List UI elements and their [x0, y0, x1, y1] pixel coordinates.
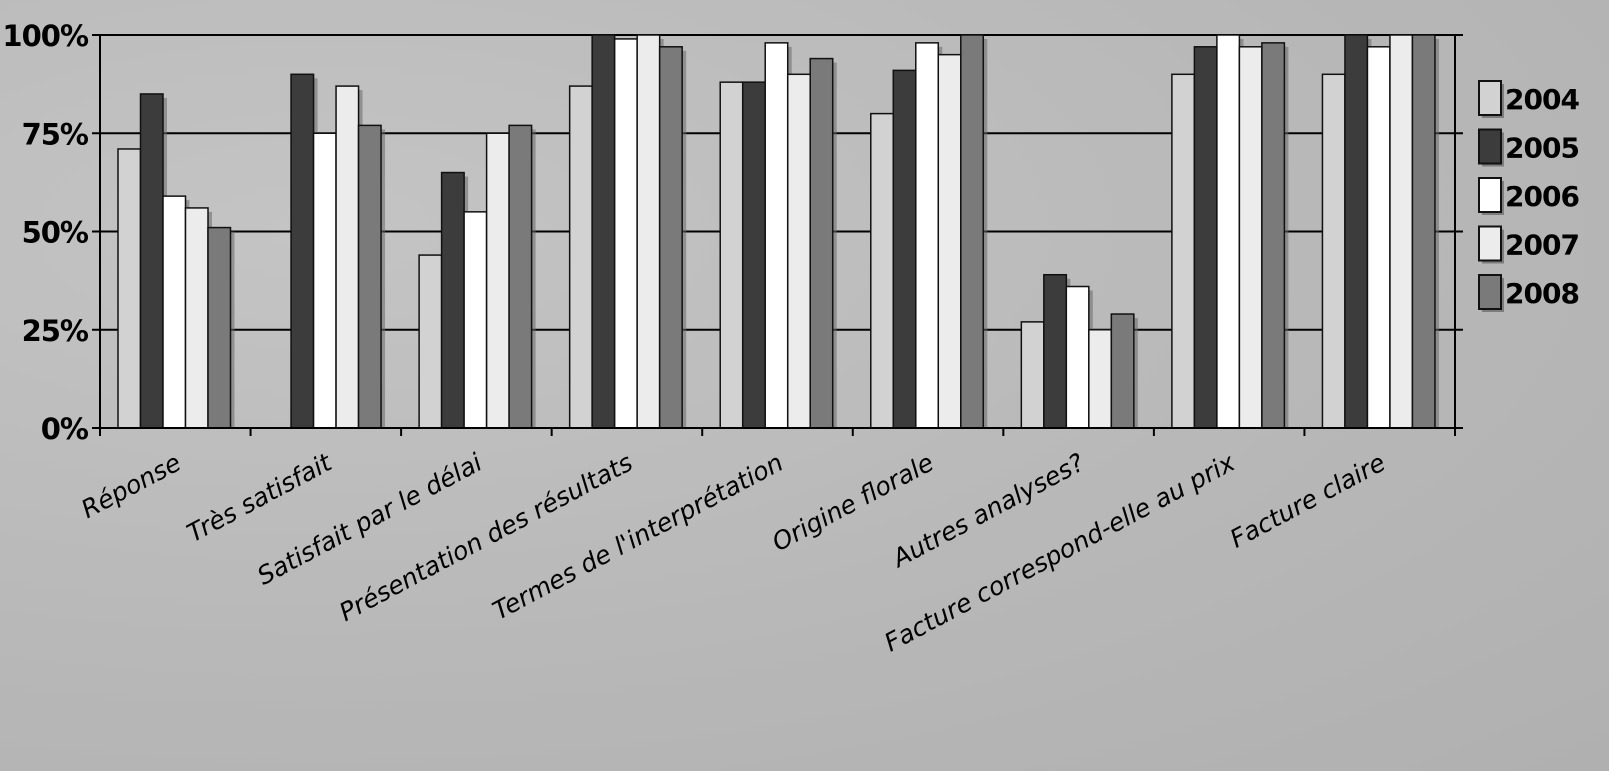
bar: [1389, 34, 1414, 429]
bar: [1321, 73, 1346, 429]
bar: [117, 148, 142, 429]
bar: [184, 207, 209, 429]
legend: 2004 2005 2006 2007 2008: [1478, 80, 1580, 312]
bar: [764, 42, 789, 429]
bar: [892, 69, 917, 429]
bar: [463, 211, 488, 429]
bar: [1411, 34, 1436, 429]
y-tick-label: 50%: [22, 216, 89, 250]
bar: [508, 124, 533, 429]
bar: [418, 254, 443, 429]
bar: [1043, 273, 1068, 429]
legend-swatch: [1478, 80, 1502, 116]
bar: [1193, 46, 1218, 429]
bar: [568, 85, 593, 429]
category-label: Termes de l'interprétation: [488, 448, 788, 626]
bar: [162, 195, 187, 429]
bar: [485, 132, 510, 429]
bar: [636, 34, 661, 429]
legend-label: 2008: [1505, 277, 1579, 310]
bar: [719, 81, 744, 429]
legend-swatch: [1478, 274, 1502, 310]
category-label: Réponse: [76, 448, 185, 524]
bar: [741, 81, 766, 429]
legend-swatch: [1478, 225, 1502, 262]
bar: [786, 73, 811, 429]
bar: [440, 171, 465, 429]
bar: [1020, 321, 1045, 429]
axes: [92, 34, 1463, 436]
bar: [1366, 46, 1391, 429]
legend-label: 2007: [1505, 229, 1579, 262]
bar: [1171, 73, 1196, 429]
bar: [1088, 329, 1113, 429]
y-tick-labels: 0% 25% 50% 75% 100%: [2, 19, 90, 446]
bar: [207, 226, 232, 429]
bar: [290, 73, 315, 429]
category-label: Facture claire: [1225, 448, 1390, 554]
y-tick-label: 0%: [41, 412, 89, 446]
bar: [1344, 34, 1369, 429]
bar: [960, 34, 985, 429]
bar: [139, 93, 164, 429]
y-tick-label: 75%: [22, 117, 89, 151]
legend-label: 2006: [1505, 180, 1579, 213]
bar: [312, 132, 337, 429]
y-tick-label: 25%: [22, 314, 89, 348]
bar: [937, 53, 962, 429]
legend-label: 2005: [1505, 132, 1579, 165]
bar: [658, 46, 683, 429]
bar: [1065, 285, 1090, 429]
bar: [357, 124, 382, 429]
bar: [1261, 42, 1286, 429]
bar: [613, 38, 638, 429]
category-label: Présentation des résultats: [334, 448, 637, 627]
bar: [809, 57, 834, 429]
bar: [1110, 313, 1135, 429]
bar: [1216, 34, 1241, 429]
bar: [915, 42, 940, 429]
bar: [1238, 46, 1263, 429]
bars: [117, 34, 1439, 429]
legend-swatch: [1478, 177, 1502, 213]
legend-label: 2004: [1505, 83, 1579, 116]
legend-swatch: [1478, 128, 1502, 165]
bar: [335, 85, 360, 429]
bar: [591, 34, 616, 429]
y-tick-label: 100%: [2, 19, 89, 53]
bar: [870, 112, 895, 429]
